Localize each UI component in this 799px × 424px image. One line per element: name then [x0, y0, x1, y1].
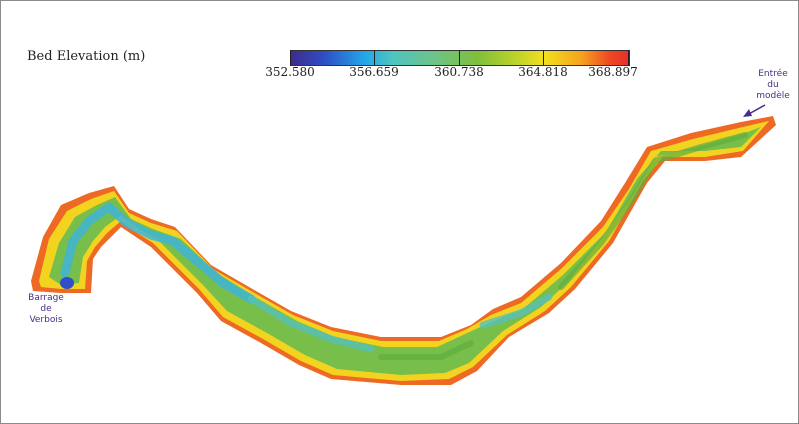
- legend-tick-label-0: 352.580: [265, 65, 315, 79]
- legend-tick-mark-1: [374, 50, 375, 66]
- inlet-arrow: [743, 104, 766, 117]
- legend-tick-label-2: 360.738: [434, 65, 484, 79]
- legend-tick-mark-3: [543, 50, 544, 66]
- legend-tick-mark-2: [459, 50, 460, 66]
- dam-label: Barrage de Verbois: [28, 293, 64, 325]
- legend-tick-mark-0: [290, 50, 291, 66]
- legend-tick-label-3: 364.818: [518, 65, 568, 79]
- legend-tick-mark-4: [628, 50, 629, 66]
- river-core: [378, 132, 748, 360]
- map-title: Bed Elevation (m): [27, 49, 146, 64]
- inlet-label: Entrée du modèle: [756, 69, 790, 101]
- river-thalweg-downstream: [247, 293, 553, 353]
- legend-tick-label-4: 368.897: [588, 65, 638, 79]
- deep-pool: [60, 277, 74, 289]
- river-thalweg: [60, 202, 256, 304]
- legend-tick-label-1: 356.659: [349, 65, 399, 79]
